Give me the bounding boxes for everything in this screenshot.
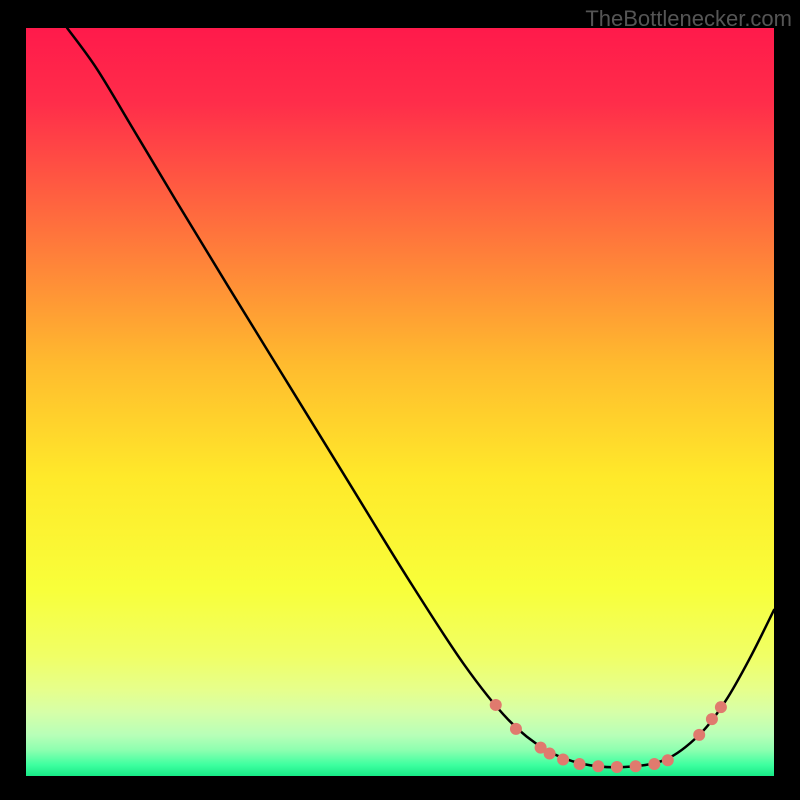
- curve-marker: [544, 748, 556, 760]
- curve-marker: [510, 723, 522, 735]
- curve-marker: [557, 754, 569, 766]
- bottleneck-plot: [26, 28, 774, 776]
- curve-marker: [715, 701, 727, 713]
- plot-background: [26, 28, 774, 776]
- curve-marker: [693, 729, 705, 741]
- chart-stage: TheBottlenecker.com: [0, 0, 800, 800]
- curve-marker: [574, 758, 586, 770]
- curve-marker: [611, 761, 623, 773]
- curve-marker: [630, 760, 642, 772]
- curve-marker: [706, 713, 718, 725]
- curve-marker: [662, 754, 674, 766]
- curve-marker: [648, 758, 660, 770]
- curve-marker: [490, 699, 502, 711]
- curve-marker: [592, 760, 604, 772]
